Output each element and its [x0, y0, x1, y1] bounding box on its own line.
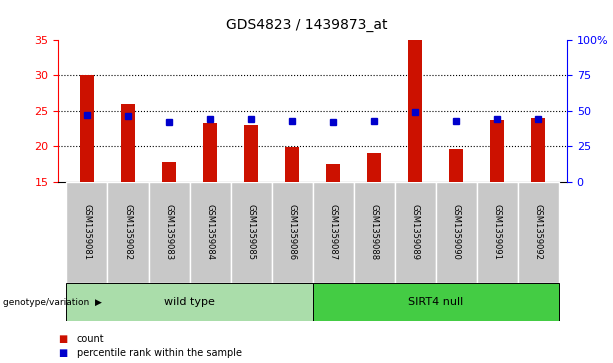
Bar: [436, 182, 477, 283]
Bar: [367, 153, 381, 182]
Text: ■: ■: [58, 334, 67, 344]
Bar: [66, 182, 107, 283]
Bar: [203, 123, 217, 182]
Bar: [121, 104, 135, 182]
Bar: [66, 283, 313, 321]
Bar: [189, 182, 230, 283]
Bar: [326, 164, 340, 182]
Bar: [285, 147, 299, 182]
Bar: [518, 182, 559, 283]
Bar: [490, 120, 504, 182]
Bar: [148, 182, 189, 283]
Bar: [107, 182, 148, 283]
Bar: [408, 40, 422, 182]
Text: GSM1359084: GSM1359084: [205, 204, 215, 260]
Text: GSM1359082: GSM1359082: [123, 204, 132, 260]
Bar: [162, 162, 176, 182]
Text: wild type: wild type: [164, 297, 215, 307]
Bar: [230, 182, 272, 283]
Text: count: count: [77, 334, 104, 344]
Text: GSM1359092: GSM1359092: [534, 204, 543, 260]
Text: GSM1359088: GSM1359088: [370, 204, 379, 260]
Text: GSM1359090: GSM1359090: [452, 204, 461, 260]
Text: ■: ■: [58, 348, 67, 359]
Bar: [531, 118, 546, 182]
Bar: [395, 182, 436, 283]
Text: genotype/variation  ▶: genotype/variation ▶: [3, 298, 102, 307]
Bar: [449, 149, 463, 182]
Text: SIRT4 null: SIRT4 null: [408, 297, 463, 307]
Text: percentile rank within the sample: percentile rank within the sample: [77, 348, 242, 359]
Text: GSM1359083: GSM1359083: [164, 204, 173, 260]
Bar: [272, 182, 313, 283]
Text: GSM1359086: GSM1359086: [287, 204, 297, 260]
Text: GDS4823 / 1439873_at: GDS4823 / 1439873_at: [226, 18, 387, 32]
Bar: [313, 182, 354, 283]
Bar: [477, 182, 518, 283]
Text: GSM1359087: GSM1359087: [329, 204, 338, 260]
Bar: [354, 182, 395, 283]
Text: GSM1359089: GSM1359089: [411, 204, 420, 260]
Bar: [80, 75, 94, 182]
Text: GSM1359085: GSM1359085: [246, 204, 256, 260]
Text: GSM1359081: GSM1359081: [83, 204, 91, 260]
Bar: [244, 125, 258, 182]
Bar: [313, 283, 559, 321]
Text: GSM1359091: GSM1359091: [493, 204, 502, 260]
